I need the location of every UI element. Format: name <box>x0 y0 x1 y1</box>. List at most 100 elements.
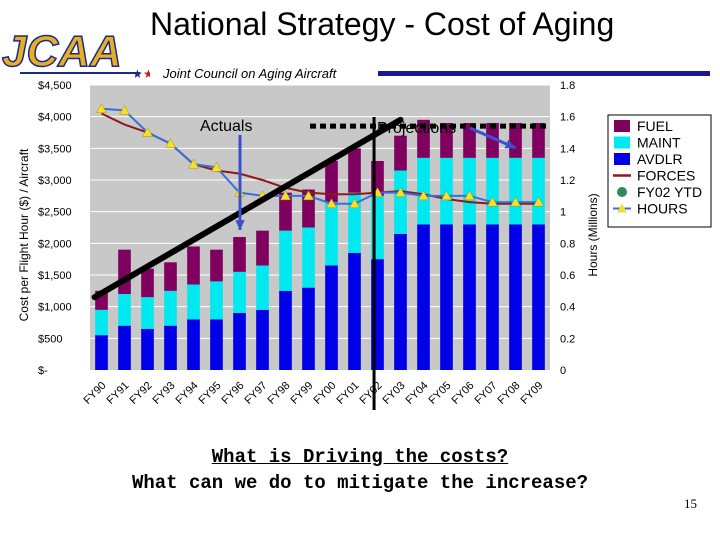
bar-maint-fy92 <box>141 297 154 329</box>
hours-marker-fy08 <box>510 196 521 207</box>
bar-maint-fy98 <box>279 230 292 291</box>
legend-label: FY02 YTD <box>637 184 702 200</box>
bar-avdlr-fy04 <box>417 224 430 370</box>
y-right-tick-label: 0.2 <box>560 333 575 345</box>
bar-avdlr-fy97 <box>256 309 269 370</box>
bar-avdlr-fy08 <box>509 224 522 370</box>
y-left-tick-label: $3,000 <box>38 175 72 187</box>
x-tick-label: FY00 <box>312 380 339 407</box>
y-right-tick-label: 0.4 <box>560 302 575 314</box>
bar-maint-fy94 <box>187 284 200 320</box>
bar-fuel-fy93 <box>164 262 177 291</box>
x-tick-label: FY04 <box>404 380 431 407</box>
hours-marker-fy93 <box>165 138 176 148</box>
hours-marker-fy04 <box>418 190 429 201</box>
bar-maint-fy91 <box>118 294 131 326</box>
header-rule <box>378 71 710 76</box>
legend-swatch-maint <box>614 136 630 149</box>
question-line-2: What can we do to mitigate the increase? <box>131 472 589 494</box>
bar-fuel-fy09 <box>532 123 545 158</box>
x-tick-label: FY90 <box>82 380 109 407</box>
slide-subtitle: Joint Council on Aging Aircraft <box>163 66 337 81</box>
question-line-1: What is Driving the costs? <box>211 446 509 468</box>
x-tick-label: FY91 <box>105 380 132 407</box>
hours-marker-fy92 <box>142 126 153 137</box>
legend-swatch-fy02-ytd <box>617 187 627 197</box>
bar-avdlr-fy91 <box>118 325 131 370</box>
question-text: What is Driving the costs? What can we d… <box>40 444 680 496</box>
x-tick-label: FY94 <box>174 380 201 407</box>
hours-marker-fy06 <box>464 190 475 201</box>
cost-chart: $- $500 $1,000 $1,500 $2,000 $2,500 $3,000 $3,5… <box>17 80 712 410</box>
bar-fuel-fy00 <box>325 161 338 203</box>
x-tick-label: FY06 <box>450 380 477 407</box>
bar-maint-fy90 <box>95 309 108 336</box>
bar-fuel-fy91 <box>118 249 131 294</box>
y-right-tick-label: 1 <box>560 207 566 219</box>
bar-avdlr-fy09 <box>532 224 545 370</box>
hours-marker-fy07 <box>487 196 498 207</box>
legend-swatch-avdlr <box>614 153 630 165</box>
legend-label: AVDLR <box>637 151 683 167</box>
hours-marker-fy01 <box>349 198 360 208</box>
y-right-tick-label: 1.8 <box>560 80 575 92</box>
legend-label: HOURS <box>637 201 688 217</box>
bar-maint-fy08 <box>509 157 522 225</box>
annotations: Actuals Projections <box>91 116 550 410</box>
bar-fuel-fy07 <box>486 123 499 158</box>
x-tick-label: FY02 <box>358 380 385 407</box>
x-tick-label: FY93 <box>151 380 178 407</box>
bar-fuel-fy03 <box>394 135 407 171</box>
hours-marker-fy00 <box>326 198 337 208</box>
bar-avdlr-fy07 <box>486 224 499 370</box>
bar-avdlr-fy96 <box>233 313 246 370</box>
hours-marker-fy91 <box>119 104 130 115</box>
y-left-tick-label: $4,500 <box>38 80 72 92</box>
y-right-tick-label: 1.4 <box>560 143 575 155</box>
bar-maint-fy93 <box>164 290 177 326</box>
annotation-actuals: Actuals <box>200 118 252 135</box>
legend-label: FUEL <box>637 118 673 134</box>
legend-swatch-hours-marker <box>617 203 627 213</box>
bar-maint-fy95 <box>210 281 223 320</box>
hours-marker-fy94 <box>188 158 199 169</box>
y-left-tick-label: $1,000 <box>38 302 72 314</box>
bar-avdlr-fy94 <box>187 319 200 370</box>
legend-swatch-fuel <box>614 120 630 132</box>
x-tick-label: FY95 <box>197 380 224 407</box>
plot-area <box>90 84 550 370</box>
jcaa-logo: JCAA ★ ★ <box>0 18 154 85</box>
x-tick-label: FY99 <box>289 380 316 407</box>
page-number: 15 <box>684 496 697 511</box>
bar-avdlr-fy95 <box>210 319 223 370</box>
legend-label: MAINT <box>637 135 681 151</box>
bar-fuel-fy96 <box>233 237 246 272</box>
bar-avdlr-fy06 <box>463 224 476 370</box>
x-tick-label: FY01 <box>335 380 362 407</box>
y-left-tick-label: $4,000 <box>38 112 72 124</box>
bar-avdlr-fy05 <box>440 224 453 370</box>
y-left-tick-label: $2,000 <box>38 238 72 250</box>
logo-star-icon: ★ <box>132 67 143 80</box>
bar-maint-fy97 <box>256 265 269 310</box>
hours-marker-fy05 <box>441 190 452 201</box>
logo-text: JCAA <box>2 27 122 76</box>
bar-avdlr-fy93 <box>164 325 177 370</box>
hours-marker-fy99 <box>303 190 314 201</box>
bar-fuel-fy92 <box>141 268 154 298</box>
x-tick-label: FY97 <box>243 380 270 407</box>
y-right-tick-label: 1.6 <box>560 112 575 124</box>
bar-avdlr-fy98 <box>279 290 292 370</box>
annotation-projections-arrow-head <box>504 139 516 149</box>
bar-avdlr-fy92 <box>141 328 154 370</box>
bar-avdlr-fy99 <box>302 287 315 370</box>
bar-fuel-fy98 <box>279 192 292 231</box>
x-tick-label: FY08 <box>496 380 523 407</box>
y-right-tick-label: 0.8 <box>560 238 575 250</box>
y-left-axis-title: Cost per Flight Hour ($) / Aircraft <box>17 148 31 321</box>
y-right-axis-title: Hours (Millions) <box>586 193 600 276</box>
bar-fuel-fy08 <box>509 123 522 158</box>
bar-maint-fy09 <box>532 157 545 225</box>
x-tick-label: FY07 <box>473 380 500 407</box>
